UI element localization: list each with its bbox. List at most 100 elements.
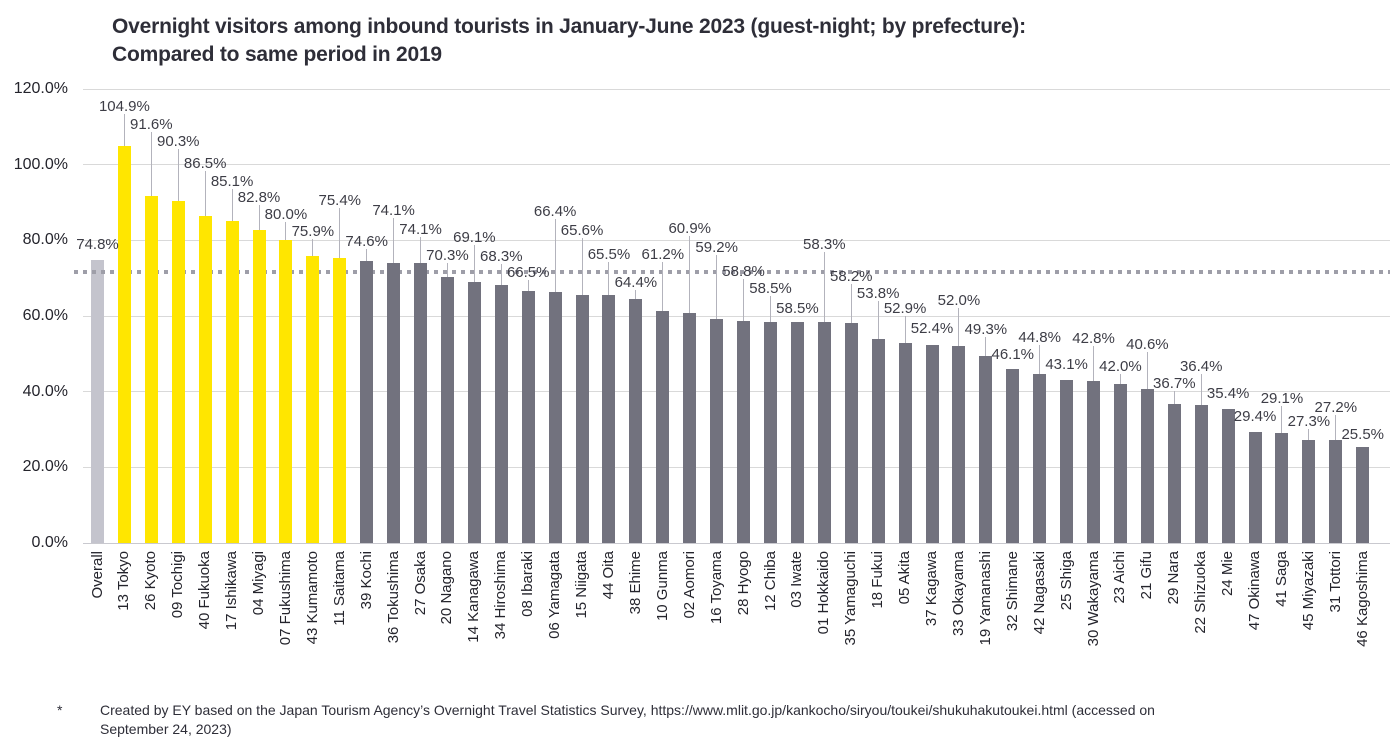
bar-value-label: 65.5%	[587, 246, 631, 263]
y-tick-label: 100.0%	[13, 155, 68, 173]
bar	[898, 342, 912, 543]
leader-line	[877, 301, 879, 340]
leader-line	[635, 290, 637, 300]
footnote-text: Created by EY based on the Japan Tourism…	[100, 701, 1350, 739]
x-tick-label: 39 Kochi	[357, 551, 375, 610]
bar	[844, 322, 858, 543]
bar	[144, 196, 158, 543]
bar-value-label: 36.4%	[1179, 358, 1223, 375]
leader-line	[1039, 345, 1041, 374]
x-tick-label: 13 Tokyo	[115, 551, 133, 611]
x-tick-label: 02 Aomori	[680, 551, 698, 619]
bar-value-label: 52.9%	[883, 300, 927, 317]
bar-value-label: 75.4%	[318, 192, 362, 209]
bar-value-label: 64.4%	[614, 274, 658, 291]
leader-line	[743, 279, 745, 321]
bar-value-label: 49.3%	[964, 321, 1008, 338]
leader-line	[716, 255, 718, 320]
x-tick-label: 43 Kumamoto	[303, 551, 321, 645]
bar-value-label: 74.8%	[76, 236, 119, 253]
bar	[1060, 379, 1074, 543]
bar	[737, 320, 751, 543]
leader-line	[366, 249, 368, 261]
x-tick-label: Overall	[88, 551, 106, 599]
bar-value-label: 58.5%	[776, 300, 819, 317]
bar	[1006, 368, 1020, 543]
bar-value-label: 74.1%	[372, 202, 415, 219]
bar-value-label: 53.8%	[856, 285, 900, 302]
x-tick-label: 47 Okinawa	[1246, 551, 1264, 631]
x-tick-label: 17 Ishikawa	[223, 551, 241, 631]
x-tick-label: 11 Saitama	[330, 551, 348, 626]
gridline	[83, 391, 1390, 393]
bar	[1140, 389, 1154, 543]
chart-title-line2: Compared to same period in 2019	[112, 43, 442, 66]
bar	[1329, 440, 1343, 543]
x-tick-label: 08 Ibaraki	[519, 551, 537, 617]
bar-value-label: 52.4%	[910, 320, 954, 337]
bar	[521, 291, 535, 543]
leader-line	[285, 222, 287, 241]
y-tick-label: 40.0%	[22, 382, 68, 400]
bar-value-label: 58.2%	[829, 268, 873, 285]
bar-value-label: 69.1%	[453, 229, 496, 246]
bar-value-label: 104.9%	[98, 98, 150, 115]
bar-value-label: 27.2%	[1314, 399, 1358, 416]
x-tick-label: 19 Yamanashi	[976, 551, 994, 646]
bar-value-label: 58.3%	[803, 236, 846, 253]
leader-line	[123, 114, 125, 147]
bar	[1356, 446, 1370, 543]
bar-value-label: 29.1%	[1260, 390, 1304, 407]
footnote-line2: September 24, 2023)	[100, 721, 232, 737]
bar-value-label: 82.8%	[237, 189, 281, 206]
bar	[1167, 404, 1181, 543]
bar	[764, 321, 777, 543]
x-tick-label: 38 Ehime	[626, 551, 644, 615]
leader-line	[1146, 352, 1148, 390]
bar-value-label: 61.2%	[641, 246, 685, 263]
bar-value-label: 35.4%	[1206, 385, 1250, 402]
bar-value-label: 36.7%	[1153, 375, 1196, 392]
x-tick-label: 27 Osaka	[411, 551, 429, 616]
bar	[333, 257, 347, 543]
leader-line	[554, 219, 556, 292]
bar-value-label: 59.2%	[695, 239, 738, 256]
bar	[979, 356, 993, 543]
bar-value-label: 52.0%	[937, 292, 981, 309]
bar	[1302, 439, 1316, 543]
leader-line	[1335, 415, 1337, 441]
bar	[656, 311, 670, 543]
bar-value-label: 66.5%	[506, 264, 550, 281]
bar	[467, 281, 481, 543]
y-tick-label: 60.0%	[22, 307, 68, 324]
bar	[710, 319, 724, 543]
x-tick-label: 34 Hiroshima	[492, 551, 510, 640]
bar	[494, 284, 508, 543]
bar-value-label: 43.1%	[1045, 356, 1088, 373]
x-tick-label: 20 Nagano	[438, 551, 456, 625]
bar	[683, 312, 697, 543]
footnote-marker: *	[57, 702, 63, 718]
bar-value-label: 80.0%	[264, 206, 308, 223]
x-tick-label: 05 Akita	[896, 551, 914, 605]
x-tick-label: 29 Nara	[1165, 551, 1183, 605]
bar	[252, 229, 266, 543]
leader-line	[393, 218, 395, 263]
x-tick-label: 23 Aichi	[1111, 551, 1129, 604]
bar-value-label: 60.9%	[668, 220, 712, 237]
leader-line	[662, 262, 664, 312]
bar-value-label: 25.5%	[1341, 426, 1385, 443]
leader-line	[904, 316, 906, 343]
gridline	[83, 466, 1390, 468]
bar	[952, 346, 966, 543]
leader-line	[177, 149, 179, 202]
x-tick-label: 31 Tottori	[1326, 551, 1344, 613]
x-tick-label: 37 Kagawa	[923, 551, 941, 627]
bar-value-label: 58.5%	[749, 280, 792, 297]
bar-value-label: 42.8%	[1072, 330, 1115, 347]
bar	[198, 215, 212, 543]
x-tick-label: 09 Tochigi	[169, 551, 187, 619]
bar	[360, 260, 374, 543]
y-tick-label: 120.0%	[13, 80, 68, 97]
bar	[414, 262, 428, 543]
